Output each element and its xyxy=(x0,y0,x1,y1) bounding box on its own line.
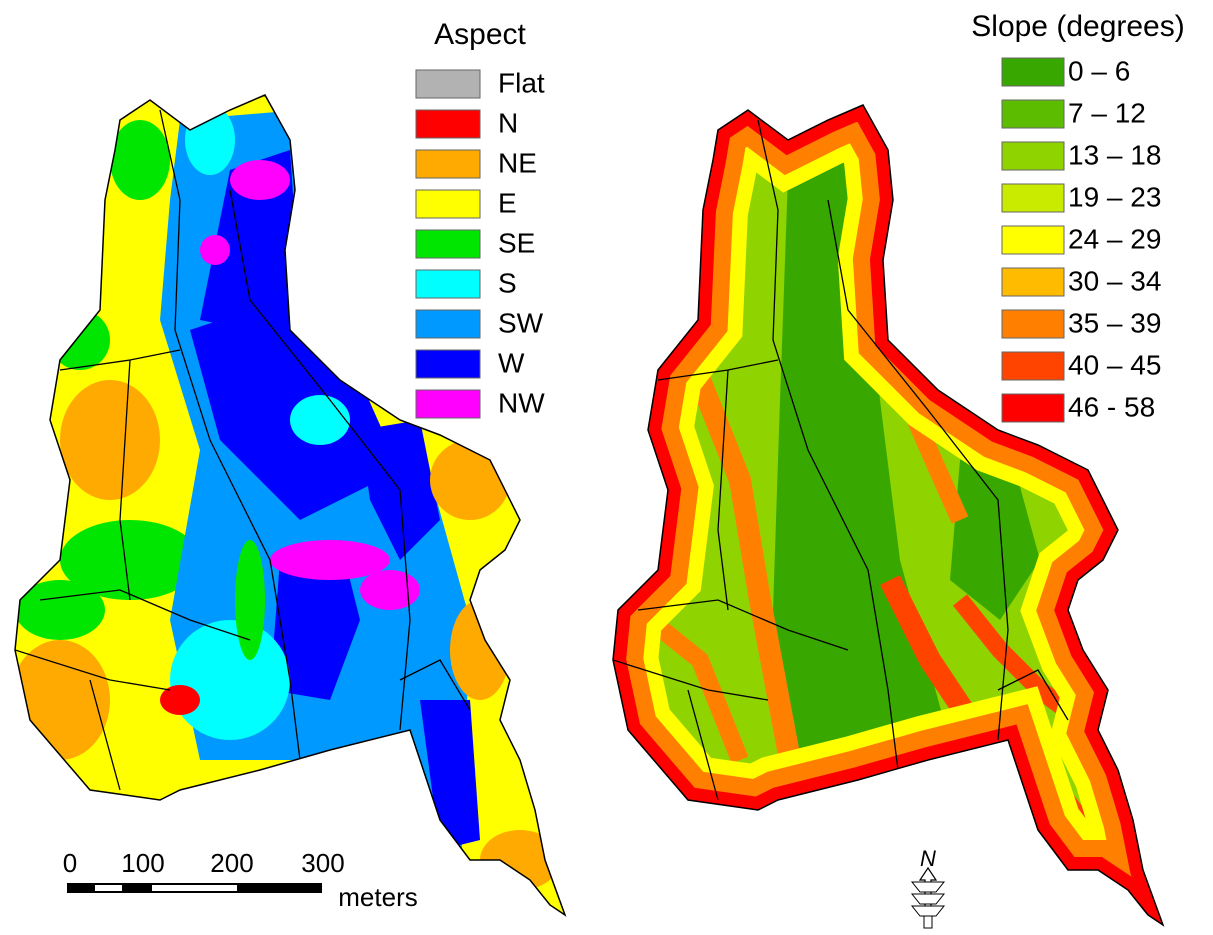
legend-label: Flat xyxy=(498,67,545,98)
legend-swatch xyxy=(1002,184,1064,212)
legend-swatch xyxy=(1002,226,1064,254)
legend-swatch xyxy=(416,110,480,138)
legend-label: NE xyxy=(498,147,537,178)
legend-swatch xyxy=(1002,268,1064,296)
legend-label: N xyxy=(498,107,518,138)
legend-swatch xyxy=(416,190,480,218)
legend-label: W xyxy=(498,347,525,378)
legend-swatch xyxy=(416,310,480,338)
legend-swatch xyxy=(1002,58,1064,86)
legend-swatch xyxy=(1002,142,1064,170)
legend-swatch xyxy=(1002,310,1064,338)
legend-swatch xyxy=(416,70,480,98)
legend-label: 40 – 45 xyxy=(1068,349,1161,380)
scale-tick-label: 300 xyxy=(301,848,344,878)
north-arrow: N xyxy=(912,846,944,928)
legend-label: 0 – 6 xyxy=(1068,55,1130,86)
legend-label: 19 – 23 xyxy=(1068,181,1161,212)
legend-swatch xyxy=(416,390,480,418)
legend-swatch xyxy=(1002,100,1064,128)
legend-title: Slope (degrees) xyxy=(971,10,1184,43)
legend-title: Aspect xyxy=(434,18,526,51)
legend-label: 13 – 18 xyxy=(1068,139,1161,170)
scale-tick-label: 0 xyxy=(63,848,77,878)
legend-label: 46 - 58 xyxy=(1068,391,1155,422)
legend-label: 35 – 39 xyxy=(1068,307,1161,338)
legend-label: 30 – 34 xyxy=(1068,265,1161,296)
legend-label: S xyxy=(498,267,517,298)
scale-tick-label: 200 xyxy=(210,848,253,878)
legend-label: NW xyxy=(498,387,545,418)
legend-swatch xyxy=(416,150,480,178)
legend-swatch xyxy=(1002,394,1064,422)
legend-label: E xyxy=(498,187,517,218)
legend-label: 24 – 29 xyxy=(1068,223,1161,254)
figure: meters N Aspect Flat N NE E SE S SW W NW Slope (de… xyxy=(0,0,1213,930)
legend-swatch xyxy=(416,270,480,298)
legend-label: SE xyxy=(498,227,535,258)
legend-label: 7 – 12 xyxy=(1068,97,1146,128)
legend-label: SW xyxy=(498,307,544,338)
legend-swatch xyxy=(416,350,480,378)
legend-swatch xyxy=(416,230,480,258)
legend-swatch xyxy=(1002,352,1064,380)
scale-bar: meters xyxy=(67,882,418,912)
scale-tick-label: 100 xyxy=(121,848,164,878)
scale-unit: meters xyxy=(338,882,417,912)
